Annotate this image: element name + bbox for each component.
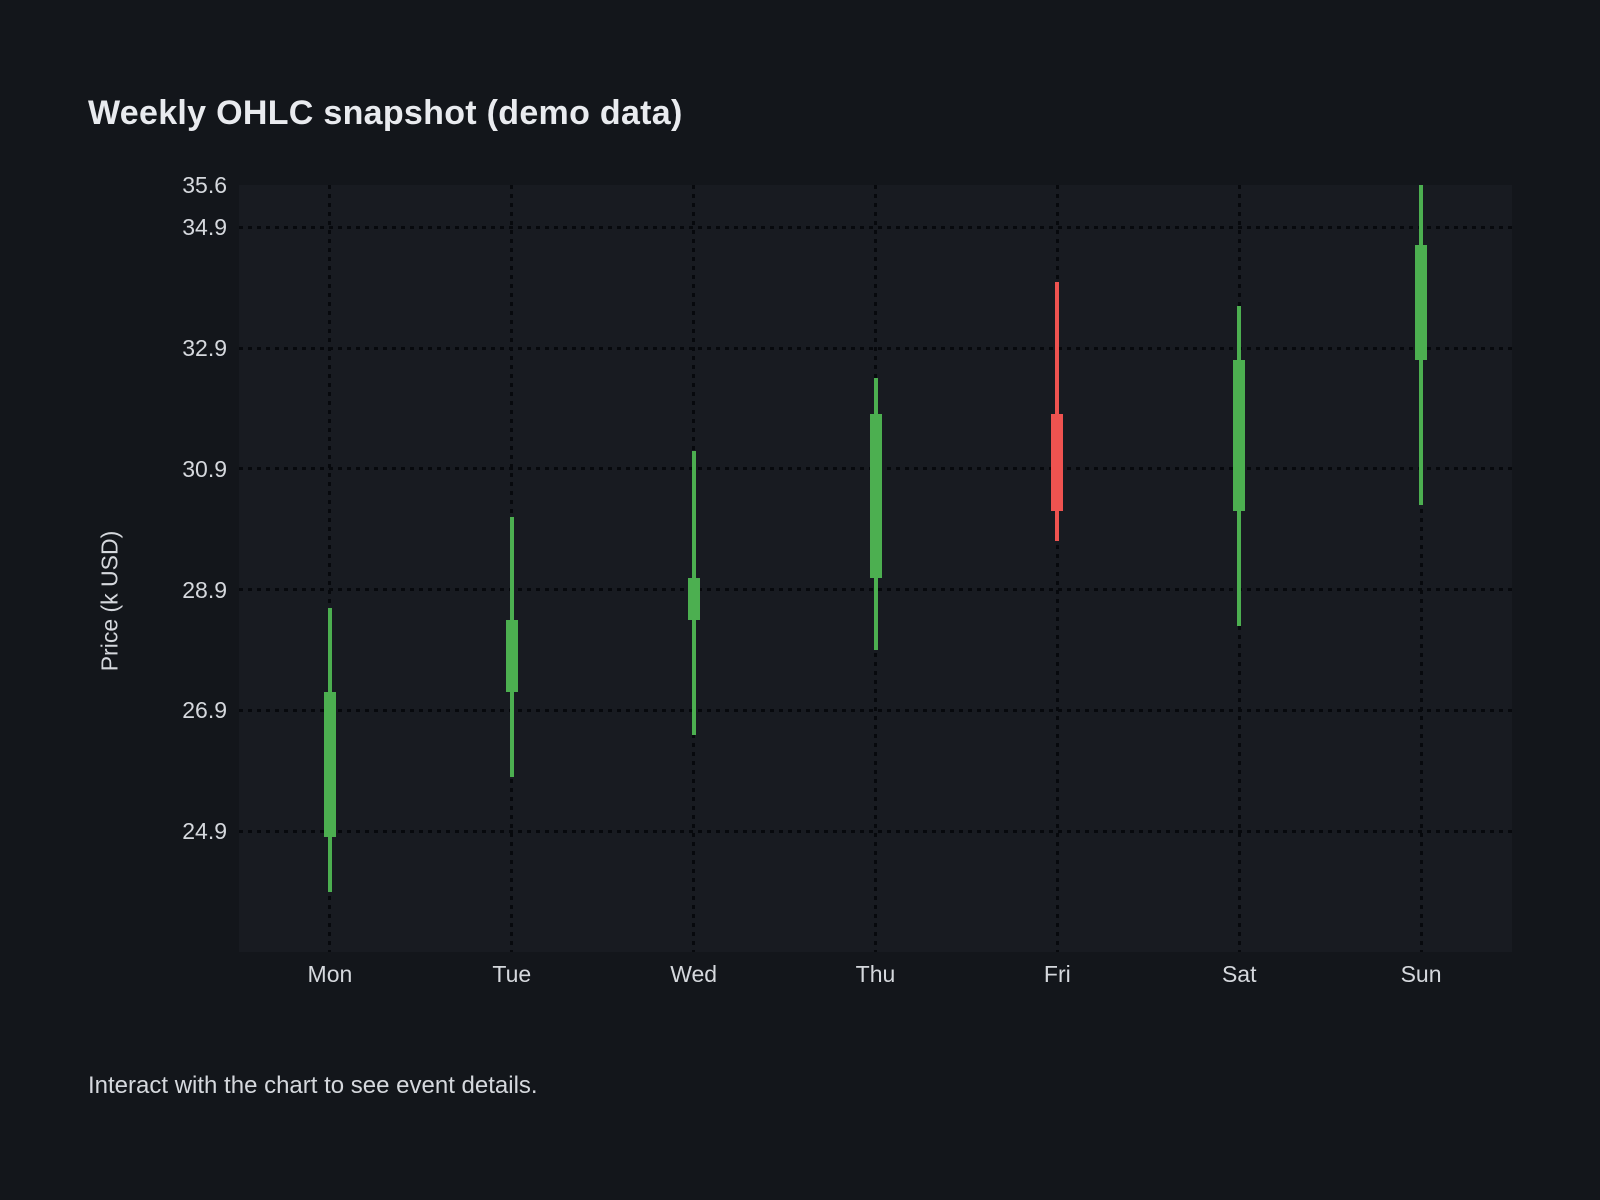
horizontal-gridline-34.9 (239, 225, 1512, 229)
candle-body-thu[interactable] (869, 414, 882, 578)
x-tick-label-mon: Mon (307, 961, 353, 987)
x-tick-label-thu: Thu (855, 961, 896, 987)
ohlc-plot-area[interactable] (239, 185, 1512, 952)
y-tick-label-24.9: 24.9 (182, 818, 227, 845)
candle-wick-fri[interactable] (1055, 281, 1060, 542)
x-tick-label-fri: Fri (1043, 961, 1071, 987)
y-tick-label-30.9: 30.9 (182, 455, 227, 482)
chart-title: Weekly OHLC snapshot (demo data) (88, 94, 683, 132)
horizontal-gridline-24.9 (239, 829, 1512, 833)
x-tick-label-wed: Wed (670, 961, 718, 987)
candle-body-tue[interactable] (505, 619, 518, 693)
horizontal-gridline-32.9 (239, 346, 1512, 350)
y-tick-label-26.9: 26.9 (182, 697, 227, 724)
y-tick-label-34.9: 34.9 (182, 214, 227, 241)
candle-body-mon[interactable] (323, 692, 336, 838)
vertical-gridline-mon (328, 185, 332, 952)
vertical-gridline-fri (1055, 185, 1059, 952)
y-tick-label-28.9: 28.9 (182, 576, 227, 603)
x-tick-label-sat: Sat (1221, 961, 1257, 987)
y-tick-label-32.9: 32.9 (182, 335, 227, 362)
candle-body-wed[interactable] (687, 577, 700, 620)
horizontal-gridline-26.9 (239, 708, 1512, 712)
candle-body-sat[interactable] (1233, 360, 1246, 512)
x-tick-label-tue: Tue (492, 961, 532, 987)
vertical-gridline-sun (1419, 185, 1423, 952)
candle-body-sun[interactable] (1415, 245, 1428, 361)
y-tick-label-35.6: 35.6 (182, 172, 227, 198)
candle-body-fri[interactable] (1051, 414, 1064, 512)
footer-hint: Interact with the chart to see event det… (88, 1072, 538, 1099)
x-tick-label-sun: Sun (1400, 961, 1442, 987)
